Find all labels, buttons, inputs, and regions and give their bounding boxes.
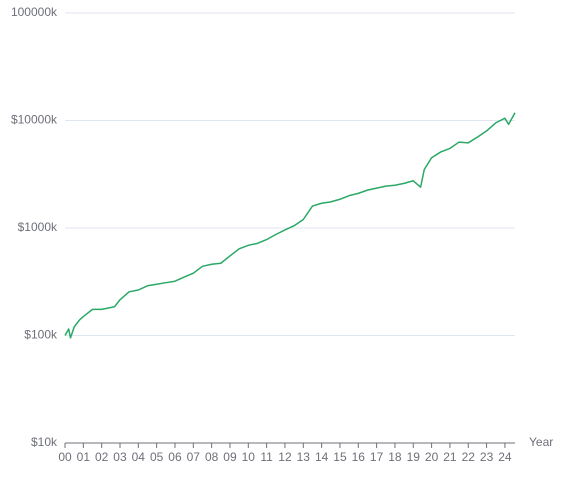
x-tick-label: 07 <box>187 450 201 464</box>
x-tick-label: 15 <box>333 450 347 464</box>
x-tick-label: 02 <box>95 450 109 464</box>
x-tick-label: 14 <box>315 450 329 464</box>
x-tick-label: 17 <box>370 450 384 464</box>
x-tick-label: 05 <box>150 450 164 464</box>
y-tick-label: $10k <box>31 435 58 449</box>
y-tick-label: $10000k <box>11 113 58 127</box>
x-tick-label: 10 <box>242 450 256 464</box>
x-tick-label: 01 <box>77 450 91 464</box>
x-tick-label: 09 <box>223 450 237 464</box>
x-tick-label: 24 <box>498 450 512 464</box>
x-tick-label: 00 <box>58 450 72 464</box>
x-tick-label: 08 <box>205 450 219 464</box>
series-line <box>64 112 516 339</box>
x-tick-label: 19 <box>407 450 421 464</box>
x-tick-label: 23 <box>480 450 494 464</box>
x-tick-label: 03 <box>113 450 127 464</box>
x-tick-label: 11 <box>260 450 273 464</box>
y-tick-label: 100000k <box>11 5 58 19</box>
y-tick-label: $100k <box>24 328 58 342</box>
x-axis-label: Year <box>529 435 553 449</box>
x-tick-label: 20 <box>425 450 439 464</box>
y-tick-label: $1000k <box>18 220 58 234</box>
x-tick-label: 12 <box>278 450 292 464</box>
x-tick-label: 04 <box>132 450 146 464</box>
x-tick-label: 06 <box>168 450 182 464</box>
x-tick-label: 18 <box>388 450 402 464</box>
x-tick-label: 21 <box>443 450 457 464</box>
x-tick-label: 13 <box>297 450 311 464</box>
x-tick-label: 16 <box>352 450 366 464</box>
x-tick-label: 22 <box>462 450 476 464</box>
